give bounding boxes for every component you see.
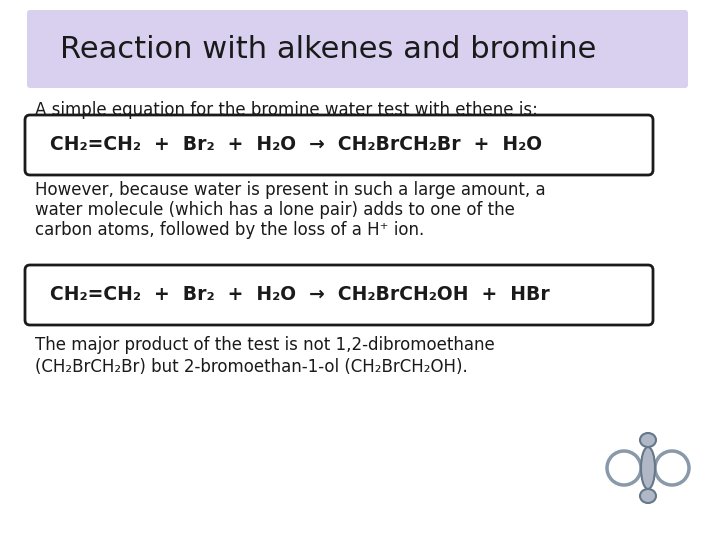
Ellipse shape bbox=[640, 433, 656, 447]
Ellipse shape bbox=[640, 489, 656, 503]
FancyBboxPatch shape bbox=[27, 10, 688, 88]
Text: The major product of the test is not 1,2-dibromoethane: The major product of the test is not 1,2… bbox=[35, 336, 495, 354]
FancyBboxPatch shape bbox=[25, 115, 653, 175]
Text: CH₂=CH₂  +  Br₂  +  H₂O  →  CH₂BrCH₂Br  +  H₂O: CH₂=CH₂ + Br₂ + H₂O → CH₂BrCH₂Br + H₂O bbox=[50, 136, 542, 154]
Text: A simple equation for the bromine water test with ethene is:: A simple equation for the bromine water … bbox=[35, 101, 538, 119]
Ellipse shape bbox=[641, 447, 655, 489]
Text: However, because water is present in such a large amount, a: However, because water is present in suc… bbox=[35, 181, 546, 199]
Text: water molecule (which has a lone pair) adds to one of the: water molecule (which has a lone pair) a… bbox=[35, 201, 515, 219]
Text: (CH₂BrCH₂Br) but 2-bromoethan-1-ol (CH₂BrCH₂OH).: (CH₂BrCH₂Br) but 2-bromoethan-1-ol (CH₂B… bbox=[35, 358, 468, 376]
FancyBboxPatch shape bbox=[25, 265, 653, 325]
Text: carbon atoms, followed by the loss of a H⁺ ion.: carbon atoms, followed by the loss of a … bbox=[35, 221, 424, 239]
Text: CH₂=CH₂  +  Br₂  +  H₂O  →  CH₂BrCH₂OH  +  HBr: CH₂=CH₂ + Br₂ + H₂O → CH₂BrCH₂OH + HBr bbox=[50, 286, 550, 305]
Text: Reaction with alkenes and bromine: Reaction with alkenes and bromine bbox=[60, 35, 596, 64]
